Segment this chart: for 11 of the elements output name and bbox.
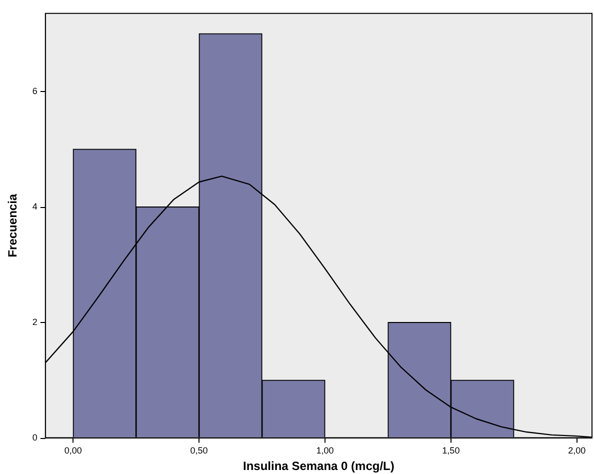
x-tick-label: 0,00 (64, 446, 82, 456)
x-tick-label: 0,50 (190, 446, 208, 456)
y-tick-label: 6 (32, 86, 38, 96)
y-tick-label: 2 (32, 316, 38, 327)
x-tick-label: 1,00 (316, 446, 334, 456)
x-tick-label: 2,00 (568, 446, 586, 456)
y-tick-label: 0 (32, 432, 38, 442)
y-axis-title: Frecuencia (6, 194, 20, 258)
x-tick-label: 1,50 (442, 446, 460, 456)
y-tick-label: 4 (32, 201, 38, 212)
x-axis-title: Insulina Semana 0 (mcg/L) (243, 459, 394, 474)
